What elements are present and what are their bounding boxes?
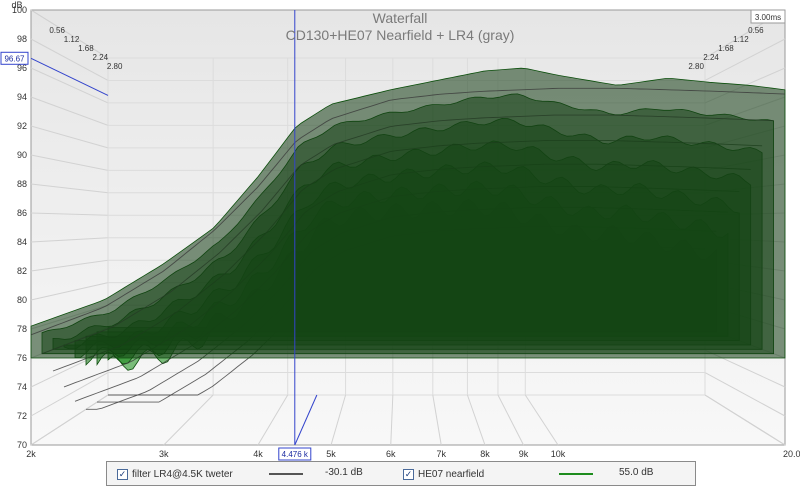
time-tick-label: 0.56	[49, 26, 65, 35]
x-tick-label: 6k	[386, 449, 396, 459]
y-gridline	[30, 212, 109, 216]
cursor-horizontal	[30, 57, 109, 96]
y-tick-label: 88	[17, 179, 27, 189]
legend-value-he07: 55.0 dB	[619, 467, 654, 478]
x-tick-label: 20.0k Hz	[783, 449, 800, 459]
y-gridline	[30, 282, 109, 301]
x-gridline	[390, 394, 394, 446]
x-tick-label: 3k	[159, 449, 169, 459]
waterfall-slices	[30, 67, 786, 410]
y-tick-label: 82	[17, 266, 27, 276]
cursor: 96.67 4.476 k	[0, 10, 318, 461]
y-tick-label: 94	[17, 92, 27, 102]
x-gridline	[330, 394, 347, 446]
x-tick-label: 9k	[519, 449, 529, 459]
legend-swatch-filter	[269, 473, 303, 475]
time-tick-label: 1.12	[64, 35, 80, 44]
y-tick-label: 72	[17, 411, 27, 421]
reference-curve	[30, 87, 786, 336]
x-gridline	[432, 394, 442, 446]
y-tick-label: 92	[17, 121, 27, 131]
y-gridline	[704, 372, 786, 417]
y-gridline	[30, 9, 109, 59]
x-gridline	[704, 394, 786, 446]
y-tick-label: 86	[17, 208, 27, 218]
x-tick-label: 4k	[253, 449, 263, 459]
legend-checkbox-filter[interactable]: ✓	[117, 468, 128, 480]
legend-swatch-he07	[559, 473, 593, 475]
y-tick-label: 70	[17, 440, 27, 450]
time-tick-label: 2.24	[703, 53, 719, 62]
y-tick-label: 74	[17, 382, 27, 392]
y-gridline	[30, 96, 109, 126]
x-tick-label: 7k	[436, 449, 446, 459]
y-tick-label: 76	[17, 353, 27, 363]
x-tick-label: 2k	[26, 449, 36, 459]
waterfall-slice	[30, 67, 786, 359]
x-gridline	[524, 394, 559, 446]
x-gridline	[497, 394, 524, 446]
y-tick-label: 84	[17, 237, 27, 247]
y-tick-label: 80	[17, 295, 27, 305]
legend-item-filter[interactable]: ✓ filter LR4@4.5K tweter	[117, 467, 233, 481]
time-tick-label: 1.68	[718, 44, 734, 53]
time-tick-label: 2.80	[107, 62, 123, 71]
y-gridline	[30, 372, 109, 417]
cursor-depth	[294, 394, 318, 446]
time-max-box	[750, 9, 786, 24]
legend-item-he07[interactable]: ✓ HE07 nearfield	[403, 467, 484, 481]
y-gridline	[30, 125, 109, 149]
time-tick-label: 2.24	[92, 53, 108, 62]
y-gridline	[30, 154, 109, 171]
time-tick-label: 1.12	[733, 35, 749, 44]
chart-subtitle: CD130+HE07 Nearfield + LR4 (gray)	[286, 27, 515, 43]
time-tick-label: 2.80	[688, 62, 704, 71]
legend-checkbox-he07[interactable]: ✓	[403, 468, 414, 480]
y-axis-unit: dB	[11, 0, 22, 10]
time-max-label: 3.00ms	[755, 13, 781, 22]
cursor-freq-label: 4.476 k	[282, 450, 309, 459]
y-tick-label: 78	[17, 324, 27, 334]
y-gridline	[30, 259, 109, 272]
y-tick-label: 98	[17, 34, 27, 44]
axes: 70 72 74 76 78 80 82 84 86 88 90 92 94 96 98 100 2k 3k 4k 5…	[12, 5, 800, 459]
cursor-freq-box	[278, 447, 312, 461]
y-gridline	[30, 237, 109, 243]
x-tick-label: 10k	[551, 449, 566, 459]
time-tick-label: 0.56	[748, 26, 764, 35]
y-gridline	[30, 183, 109, 194]
y-tick-label: 96	[17, 63, 27, 73]
cursor-db-box	[0, 51, 29, 65]
y-tick-label: 100	[12, 5, 27, 15]
legend-label-filter: filter LR4@4.5K tweter	[132, 468, 233, 480]
time-tick-label: 1.68	[78, 44, 94, 53]
y-tick-label: 90	[17, 150, 27, 160]
y-gridline	[30, 67, 109, 104]
x-gridline	[466, 394, 486, 446]
legend: ✓ filter LR4@4.5K tweter -30.1 dB ✓ HE07…	[106, 461, 696, 486]
cursor-db-label: 96.67	[4, 54, 25, 63]
x-gridline	[163, 394, 214, 446]
x-gridline	[30, 394, 109, 446]
legend-value-filter: -30.1 dB	[325, 467, 363, 478]
legend-label-he07: HE07 nearfield	[418, 468, 485, 480]
y-gridline	[704, 38, 786, 81]
chart-title: Waterfall	[373, 10, 428, 26]
x-gridline	[257, 394, 289, 446]
y-gridline	[30, 38, 109, 81]
x-tick-label: 5k	[326, 449, 336, 459]
x-tick-label: 8k	[480, 449, 490, 459]
